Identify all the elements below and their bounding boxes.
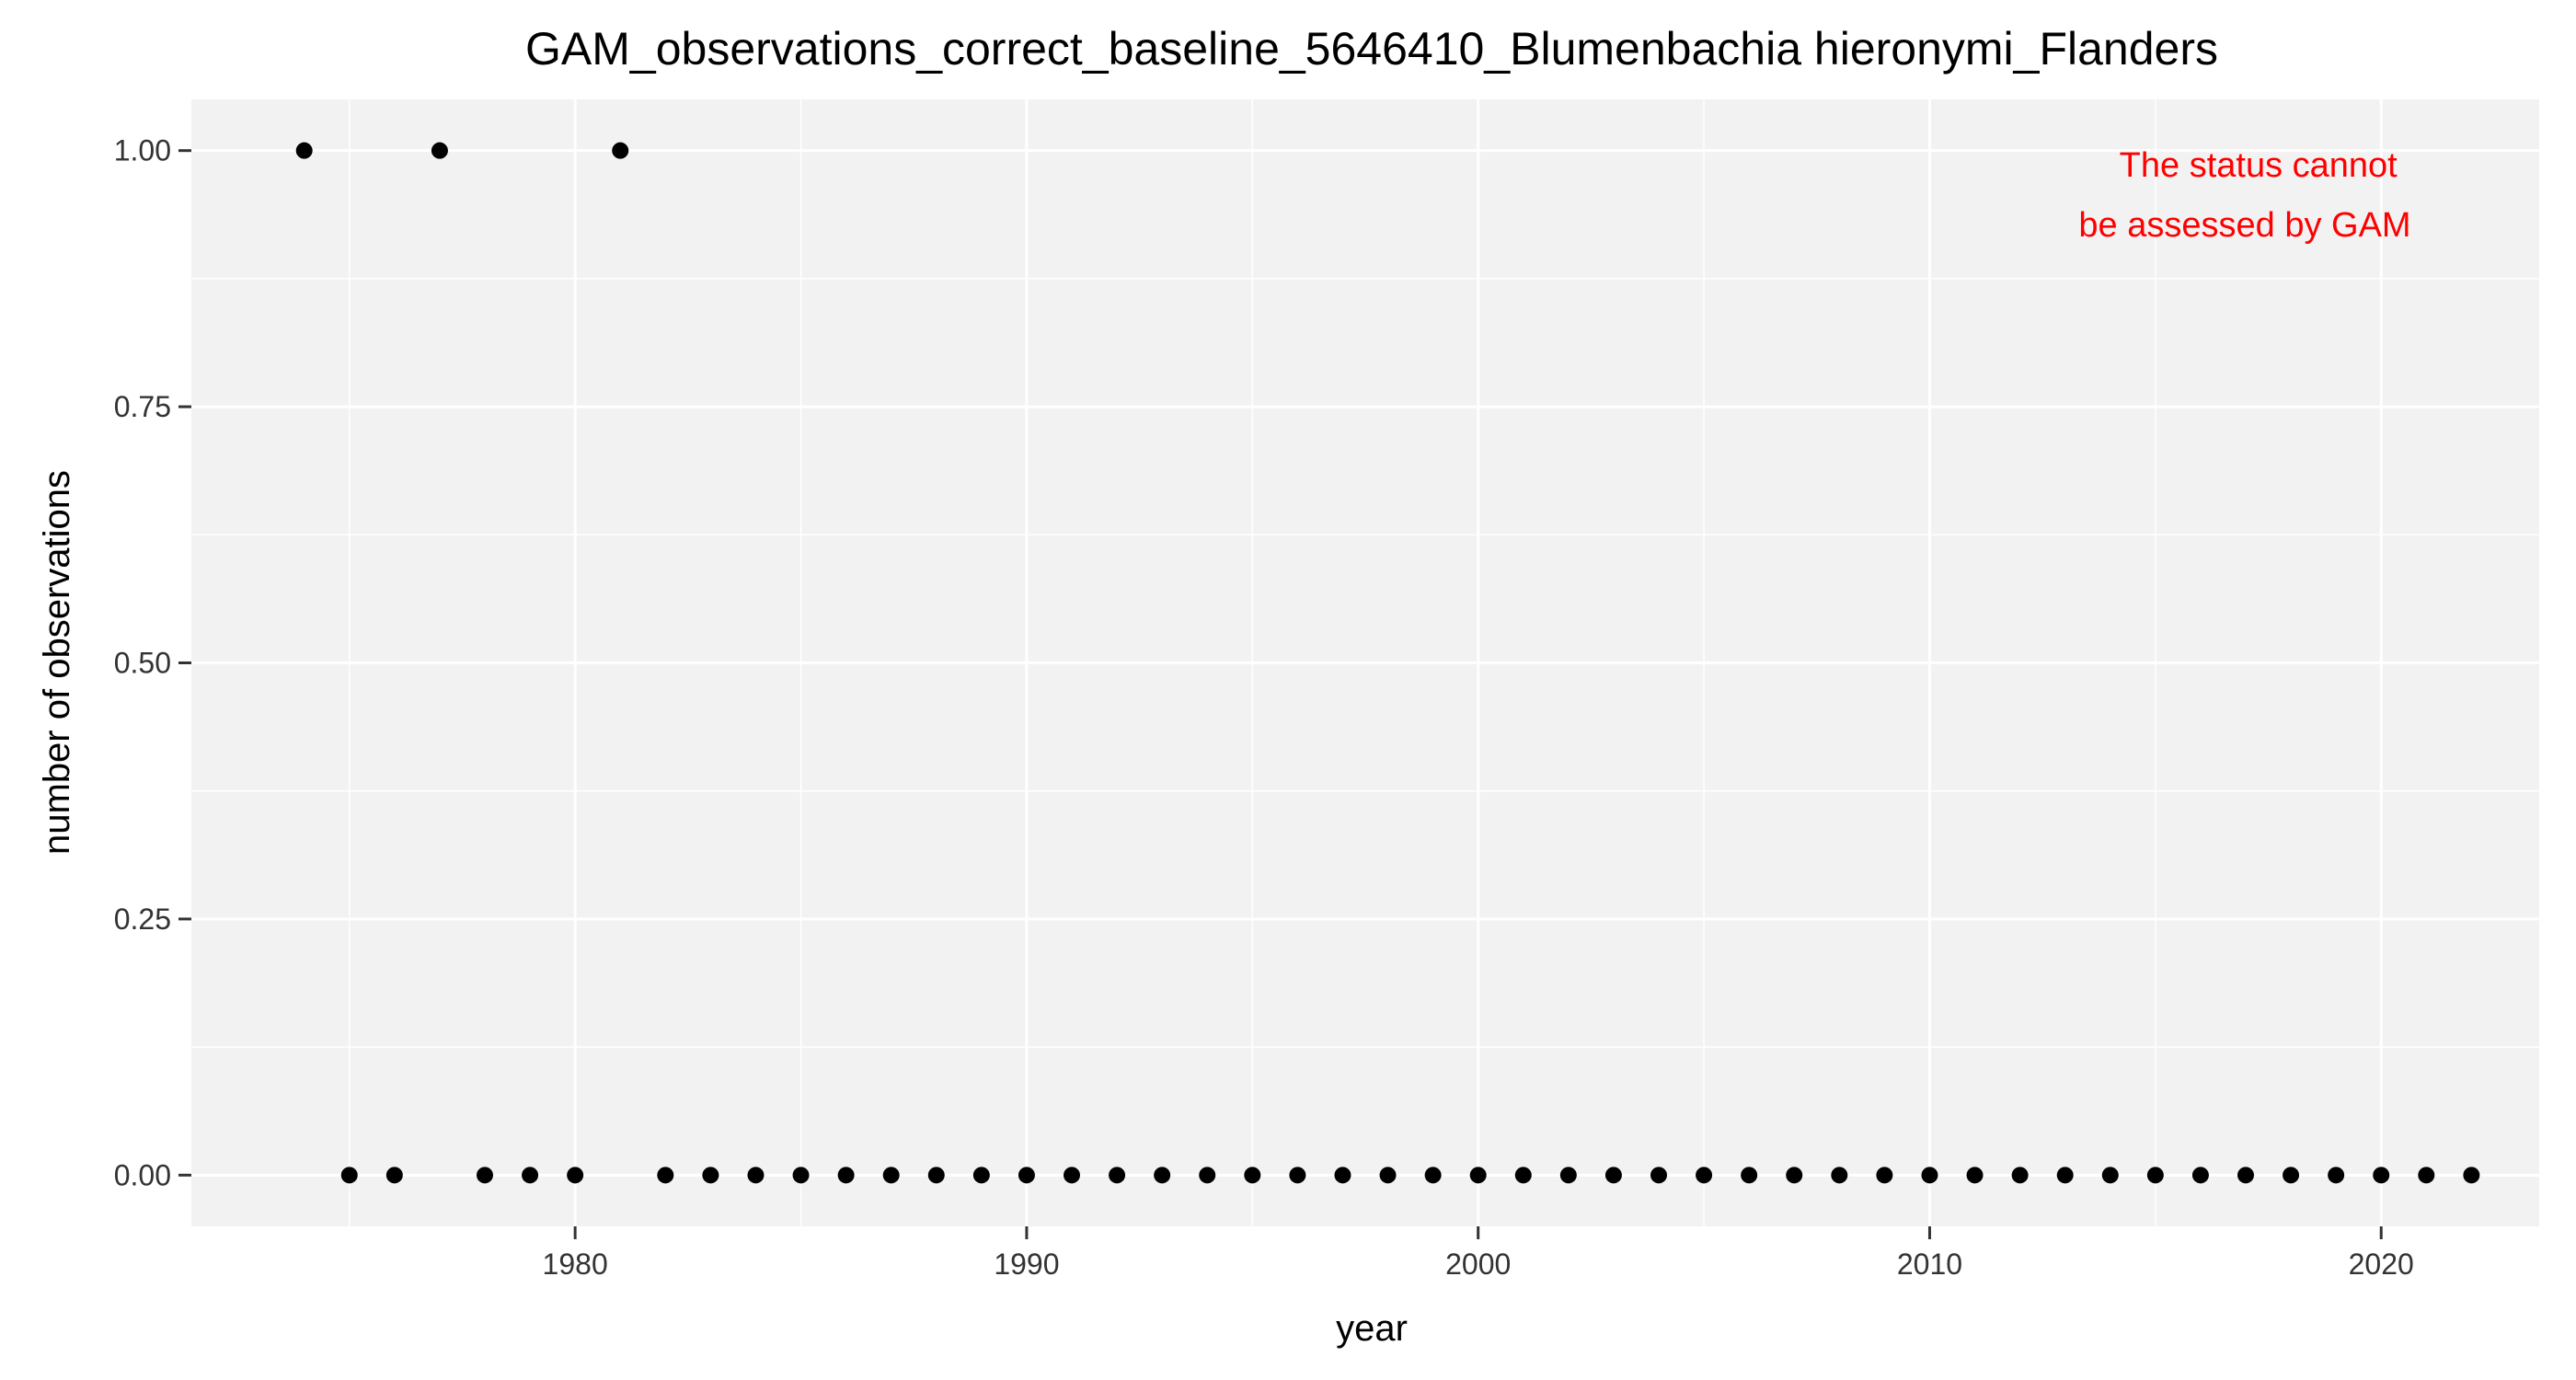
x-tick-label: 2010 — [1897, 1248, 1962, 1281]
data-point — [1786, 1167, 1803, 1184]
data-point — [1559, 1167, 1577, 1184]
y-tick-label: 0.00 — [114, 1158, 171, 1191]
data-point — [2237, 1167, 2254, 1184]
data-point — [1650, 1167, 1667, 1184]
x-tick-label: 2020 — [2349, 1248, 2414, 1281]
status-annotation: The status cannot be assessed by GAM — [2078, 146, 2410, 245]
chart-title: GAM_observations_correct_baseline_564641… — [525, 23, 2218, 75]
data-point — [747, 1167, 765, 1184]
data-point — [340, 1167, 358, 1184]
data-point — [1064, 1167, 1080, 1184]
data-point — [1696, 1167, 1713, 1184]
data-point — [1604, 1167, 1622, 1184]
data-point — [1199, 1167, 1216, 1184]
data-point — [927, 1167, 945, 1184]
data-point — [2283, 1167, 2300, 1184]
data-point — [2328, 1167, 2345, 1184]
data-point — [2373, 1167, 2390, 1184]
data-point — [972, 1167, 990, 1184]
data-point — [522, 1167, 539, 1184]
data-points — [295, 142, 2480, 1184]
y-tick-label: 0.50 — [114, 647, 171, 680]
y-tick-label: 1.00 — [114, 134, 171, 167]
x-tick-label: 1990 — [994, 1248, 1059, 1281]
data-point — [1334, 1167, 1351, 1184]
data-point — [1514, 1167, 1532, 1184]
data-point — [477, 1167, 493, 1184]
x-tick-label: 2000 — [1445, 1248, 1511, 1281]
x-axis: 1980 1990 2000 2010 2020 — [543, 1226, 2414, 1281]
y-axis-title: number of observations — [37, 470, 77, 855]
data-point — [2463, 1167, 2480, 1184]
data-point — [2056, 1167, 2074, 1184]
data-point — [1109, 1167, 1126, 1184]
x-tick-label: 1980 — [543, 1248, 608, 1281]
data-point — [837, 1167, 855, 1184]
data-point — [1379, 1167, 1397, 1184]
data-point — [2101, 1167, 2119, 1184]
data-point — [657, 1167, 674, 1184]
y-axis: 0.00 0.25 0.50 0.75 1.00 — [114, 134, 191, 1191]
data-point — [1424, 1167, 1442, 1184]
data-point — [2191, 1167, 2209, 1184]
data-point — [2418, 1167, 2435, 1184]
data-point — [1289, 1167, 1306, 1184]
x-axis-title: year — [1336, 1308, 1408, 1349]
data-point — [882, 1167, 900, 1184]
data-point — [1741, 1167, 1758, 1184]
data-point — [1966, 1167, 1984, 1184]
annotation-line-2: be assessed by GAM — [2078, 206, 2410, 245]
data-point — [2011, 1167, 2029, 1184]
data-point — [567, 1167, 584, 1184]
data-point — [1921, 1167, 1938, 1184]
data-point — [1244, 1167, 1261, 1184]
data-point — [1154, 1167, 1171, 1184]
data-point — [1876, 1167, 1893, 1184]
annotation-line-1: The status cannot — [2120, 146, 2398, 185]
data-point — [2146, 1167, 2164, 1184]
data-point — [1469, 1167, 1487, 1184]
y-tick-label: 0.75 — [114, 390, 171, 423]
data-point — [385, 1167, 403, 1184]
y-tick-label: 0.25 — [114, 903, 171, 936]
grid-minor — [191, 99, 2539, 1226]
data-point — [1831, 1167, 1848, 1184]
data-point — [431, 142, 448, 159]
data-point — [295, 142, 313, 159]
data-point — [702, 1167, 719, 1184]
data-point — [792, 1167, 810, 1184]
data-point — [612, 142, 629, 159]
data-point — [1018, 1167, 1035, 1184]
